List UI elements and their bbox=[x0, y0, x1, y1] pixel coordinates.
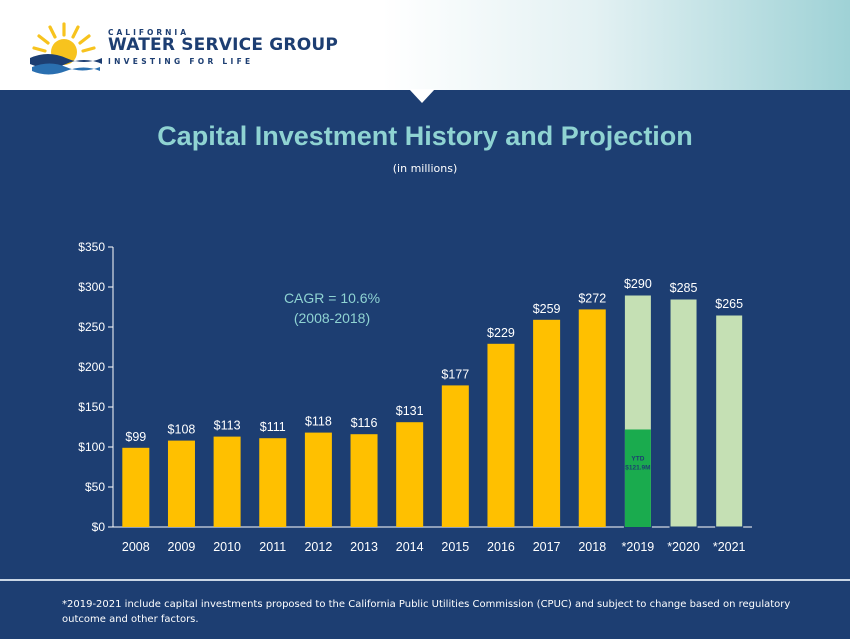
x-tick-label: *2020 bbox=[667, 540, 700, 554]
data-label: $229 bbox=[487, 326, 515, 340]
data-label: $111 bbox=[260, 420, 286, 434]
header-notch bbox=[409, 89, 435, 103]
data-label: $265 bbox=[715, 297, 743, 311]
data-label: $99 bbox=[125, 430, 146, 444]
data-label: $259 bbox=[533, 302, 561, 316]
cagr-annotation: (2008-2018) bbox=[294, 310, 370, 326]
y-tick-label: $200 bbox=[78, 360, 105, 374]
x-tick-label: 2018 bbox=[578, 540, 606, 554]
bar bbox=[441, 385, 469, 527]
bar bbox=[259, 438, 287, 527]
bar bbox=[350, 434, 378, 527]
x-tick-label: 2010 bbox=[213, 540, 241, 554]
y-tick-label: $350 bbox=[78, 240, 105, 254]
data-label: $177 bbox=[441, 367, 469, 381]
footnote: *2019-2021 include capital investments p… bbox=[62, 599, 791, 625]
x-tick-label: 2013 bbox=[350, 540, 378, 554]
logo-brand-text: WATER SERVICE GROUP bbox=[108, 35, 339, 55]
bar bbox=[213, 436, 241, 527]
x-tick-label: 2016 bbox=[487, 540, 515, 554]
x-tick-label: 2008 bbox=[122, 540, 150, 554]
bar bbox=[122, 447, 150, 527]
data-label: $116 bbox=[351, 416, 378, 430]
sun-wave-icon bbox=[30, 22, 102, 75]
data-label: $113 bbox=[214, 419, 241, 433]
x-tick-label: 2017 bbox=[533, 540, 561, 554]
chart-subtitle: (in millions) bbox=[392, 162, 458, 175]
bar bbox=[487, 343, 515, 527]
ytd-bar bbox=[624, 429, 651, 527]
data-label: $118 bbox=[305, 415, 332, 429]
data-label: $290 bbox=[624, 277, 652, 291]
ytd-label: YTD bbox=[631, 455, 644, 462]
logo-tagline: INVESTING FOR LIFE bbox=[108, 57, 254, 66]
data-label: $131 bbox=[396, 404, 424, 418]
bar bbox=[167, 440, 195, 527]
y-tick-label: $50 bbox=[85, 480, 105, 494]
company-logo: CALIFORNIA WATER SERVICE GROUP INVESTING… bbox=[28, 18, 338, 78]
y-tick-label: $100 bbox=[78, 440, 105, 454]
y-tick-label: $150 bbox=[78, 400, 105, 414]
data-label: $285 bbox=[670, 281, 698, 295]
bar bbox=[578, 309, 606, 527]
x-tick-label: *2019 bbox=[622, 540, 655, 554]
x-tick-label: 2012 bbox=[304, 540, 332, 554]
bar bbox=[669, 298, 698, 528]
data-label: $272 bbox=[578, 291, 606, 305]
bar bbox=[715, 314, 744, 528]
chart-title: Capital Investment History and Projectio… bbox=[157, 121, 693, 151]
footer-divider bbox=[0, 579, 850, 581]
data-label: $108 bbox=[168, 423, 196, 437]
bar bbox=[396, 422, 424, 527]
x-tick-label: *2021 bbox=[713, 540, 746, 554]
y-tick-label: $250 bbox=[78, 320, 105, 334]
bar bbox=[304, 432, 332, 527]
header-banner: CALIFORNIA WATER SERVICE GROUP INVESTING… bbox=[0, 0, 850, 90]
x-tick-label: 2011 bbox=[259, 540, 286, 554]
x-tick-label: 2014 bbox=[396, 540, 424, 554]
y-tick-label: $0 bbox=[92, 520, 106, 534]
y-tick-label: $300 bbox=[78, 280, 105, 294]
x-tick-label: 2015 bbox=[441, 540, 469, 554]
cagr-annotation: CAGR = 10.6% bbox=[284, 290, 380, 306]
logo-top-text: CALIFORNIA bbox=[108, 28, 190, 37]
x-tick-label: 2009 bbox=[168, 540, 196, 554]
bar-chart: $0 $50 $100 $150 $200 $250 $300 $350 $99 2008 $108… bbox=[78, 240, 752, 554]
ytd-value-label: $121.9M bbox=[625, 464, 650, 471]
bar bbox=[533, 319, 561, 527]
